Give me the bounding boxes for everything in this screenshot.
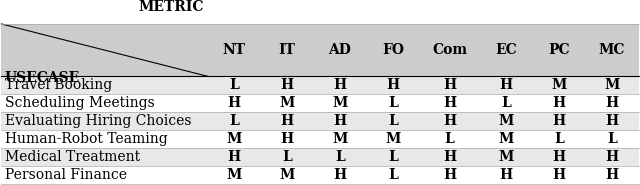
Text: H: H [443, 168, 456, 182]
Text: L: L [229, 78, 239, 92]
Text: H: H [333, 78, 346, 92]
Text: L: L [445, 132, 454, 146]
Text: H: H [280, 78, 294, 92]
Bar [1, 166, 639, 184]
Text: M: M [385, 132, 401, 146]
Text: FO: FO [382, 43, 404, 57]
Text: L: L [607, 132, 617, 146]
Text: L: L [388, 150, 397, 164]
Text: M: M [279, 168, 294, 182]
Text: H: H [333, 168, 346, 182]
Text: METRIC: METRIC [139, 0, 204, 14]
Bar [1, 130, 639, 148]
Text: M: M [499, 132, 514, 146]
Text: Medical Treatment: Medical Treatment [4, 150, 140, 164]
Text: H: H [552, 150, 566, 164]
Text: H: H [552, 168, 566, 182]
Text: H: H [227, 150, 241, 164]
Text: M: M [499, 150, 514, 164]
Text: H: H [333, 114, 346, 128]
Text: H: H [280, 114, 294, 128]
Text: M: M [226, 132, 241, 146]
Text: Evaluating Hiring Choices: Evaluating Hiring Choices [4, 114, 191, 128]
Text: Scheduling Meetings: Scheduling Meetings [4, 96, 154, 110]
Bar [1, 24, 639, 76]
Text: H: H [443, 78, 456, 92]
Text: H: H [605, 96, 619, 110]
Text: USECASE: USECASE [4, 71, 80, 85]
Text: Com: Com [432, 43, 467, 57]
Text: Human-Robot Teaming: Human-Robot Teaming [4, 132, 167, 146]
Bar [1, 76, 639, 94]
Text: NT: NT [223, 43, 245, 57]
Text: M: M [499, 114, 514, 128]
Text: L: L [554, 132, 564, 146]
Text: H: H [500, 168, 513, 182]
Text: H: H [605, 150, 619, 164]
Text: L: L [388, 96, 397, 110]
Text: IT: IT [278, 43, 295, 57]
Text: L: L [229, 114, 239, 128]
Text: EC: EC [495, 43, 517, 57]
Text: M: M [332, 96, 348, 110]
Text: L: L [388, 168, 397, 182]
Text: M: M [226, 168, 241, 182]
Text: PC: PC [548, 43, 570, 57]
Text: H: H [443, 96, 456, 110]
Text: L: L [335, 150, 345, 164]
Text: H: H [443, 114, 456, 128]
Bar [1, 112, 639, 130]
Text: H: H [500, 78, 513, 92]
Text: Personal Finance: Personal Finance [4, 168, 127, 182]
Text: AD: AD [328, 43, 351, 57]
Text: M: M [279, 96, 294, 110]
Bar [1, 94, 639, 112]
Text: Travel Booking: Travel Booking [4, 78, 112, 92]
Text: H: H [605, 168, 619, 182]
Text: L: L [388, 114, 397, 128]
Text: H: H [552, 114, 566, 128]
Text: H: H [605, 114, 619, 128]
Text: H: H [387, 78, 399, 92]
Text: L: L [501, 96, 511, 110]
Bar [1, 148, 639, 166]
Text: H: H [552, 96, 566, 110]
Text: H: H [443, 150, 456, 164]
Text: H: H [280, 132, 294, 146]
Text: MC: MC [599, 43, 625, 57]
Text: M: M [604, 78, 620, 92]
Text: M: M [332, 132, 348, 146]
Text: H: H [227, 96, 241, 110]
Text: L: L [282, 150, 292, 164]
Text: M: M [552, 78, 567, 92]
